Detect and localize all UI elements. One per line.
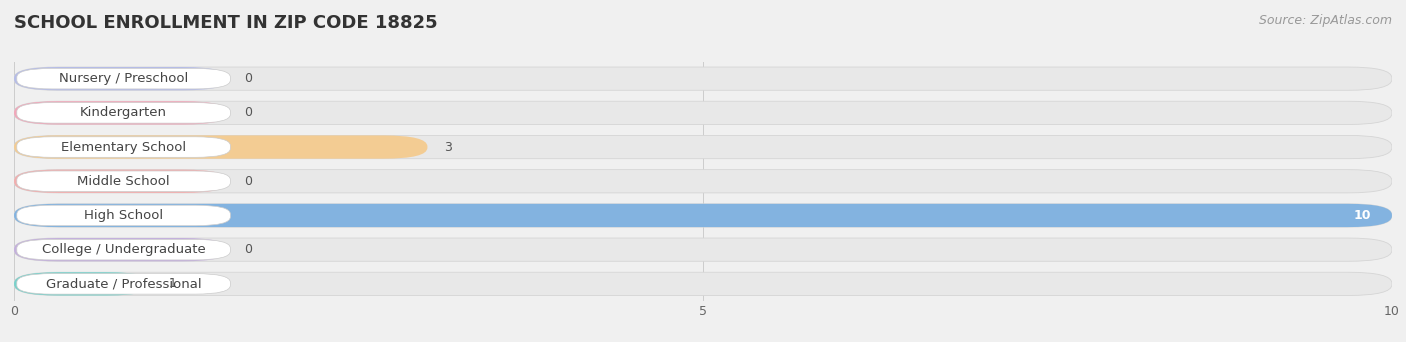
FancyBboxPatch shape bbox=[14, 135, 427, 159]
FancyBboxPatch shape bbox=[17, 205, 231, 226]
FancyBboxPatch shape bbox=[17, 239, 231, 260]
FancyBboxPatch shape bbox=[14, 204, 1392, 227]
FancyBboxPatch shape bbox=[14, 67, 228, 90]
FancyBboxPatch shape bbox=[14, 101, 228, 124]
Text: Kindergarten: Kindergarten bbox=[80, 106, 167, 119]
Text: Nursery / Preschool: Nursery / Preschool bbox=[59, 72, 188, 85]
FancyBboxPatch shape bbox=[14, 204, 1392, 227]
FancyBboxPatch shape bbox=[14, 101, 1392, 124]
FancyBboxPatch shape bbox=[17, 68, 231, 89]
FancyBboxPatch shape bbox=[14, 67, 1392, 90]
Text: Graduate / Professional: Graduate / Professional bbox=[46, 277, 201, 290]
Text: SCHOOL ENROLLMENT IN ZIP CODE 18825: SCHOOL ENROLLMENT IN ZIP CODE 18825 bbox=[14, 14, 437, 32]
FancyBboxPatch shape bbox=[14, 272, 1392, 295]
Text: High School: High School bbox=[84, 209, 163, 222]
FancyBboxPatch shape bbox=[14, 272, 152, 295]
Text: College / Undergraduate: College / Undergraduate bbox=[42, 243, 205, 256]
Text: 0: 0 bbox=[245, 72, 252, 85]
FancyBboxPatch shape bbox=[17, 137, 231, 157]
Text: 0: 0 bbox=[245, 106, 252, 119]
Text: 3: 3 bbox=[444, 141, 451, 154]
Text: 1: 1 bbox=[169, 277, 176, 290]
FancyBboxPatch shape bbox=[14, 238, 228, 261]
FancyBboxPatch shape bbox=[14, 238, 1392, 261]
Text: 0: 0 bbox=[245, 243, 252, 256]
Text: Source: ZipAtlas.com: Source: ZipAtlas.com bbox=[1258, 14, 1392, 27]
Text: Elementary School: Elementary School bbox=[60, 141, 186, 154]
FancyBboxPatch shape bbox=[17, 171, 231, 192]
Text: 10: 10 bbox=[1354, 209, 1371, 222]
Text: 0: 0 bbox=[245, 175, 252, 188]
Text: Middle School: Middle School bbox=[77, 175, 170, 188]
FancyBboxPatch shape bbox=[14, 170, 228, 193]
FancyBboxPatch shape bbox=[14, 170, 1392, 193]
FancyBboxPatch shape bbox=[17, 103, 231, 123]
FancyBboxPatch shape bbox=[17, 274, 231, 294]
FancyBboxPatch shape bbox=[14, 135, 1392, 159]
